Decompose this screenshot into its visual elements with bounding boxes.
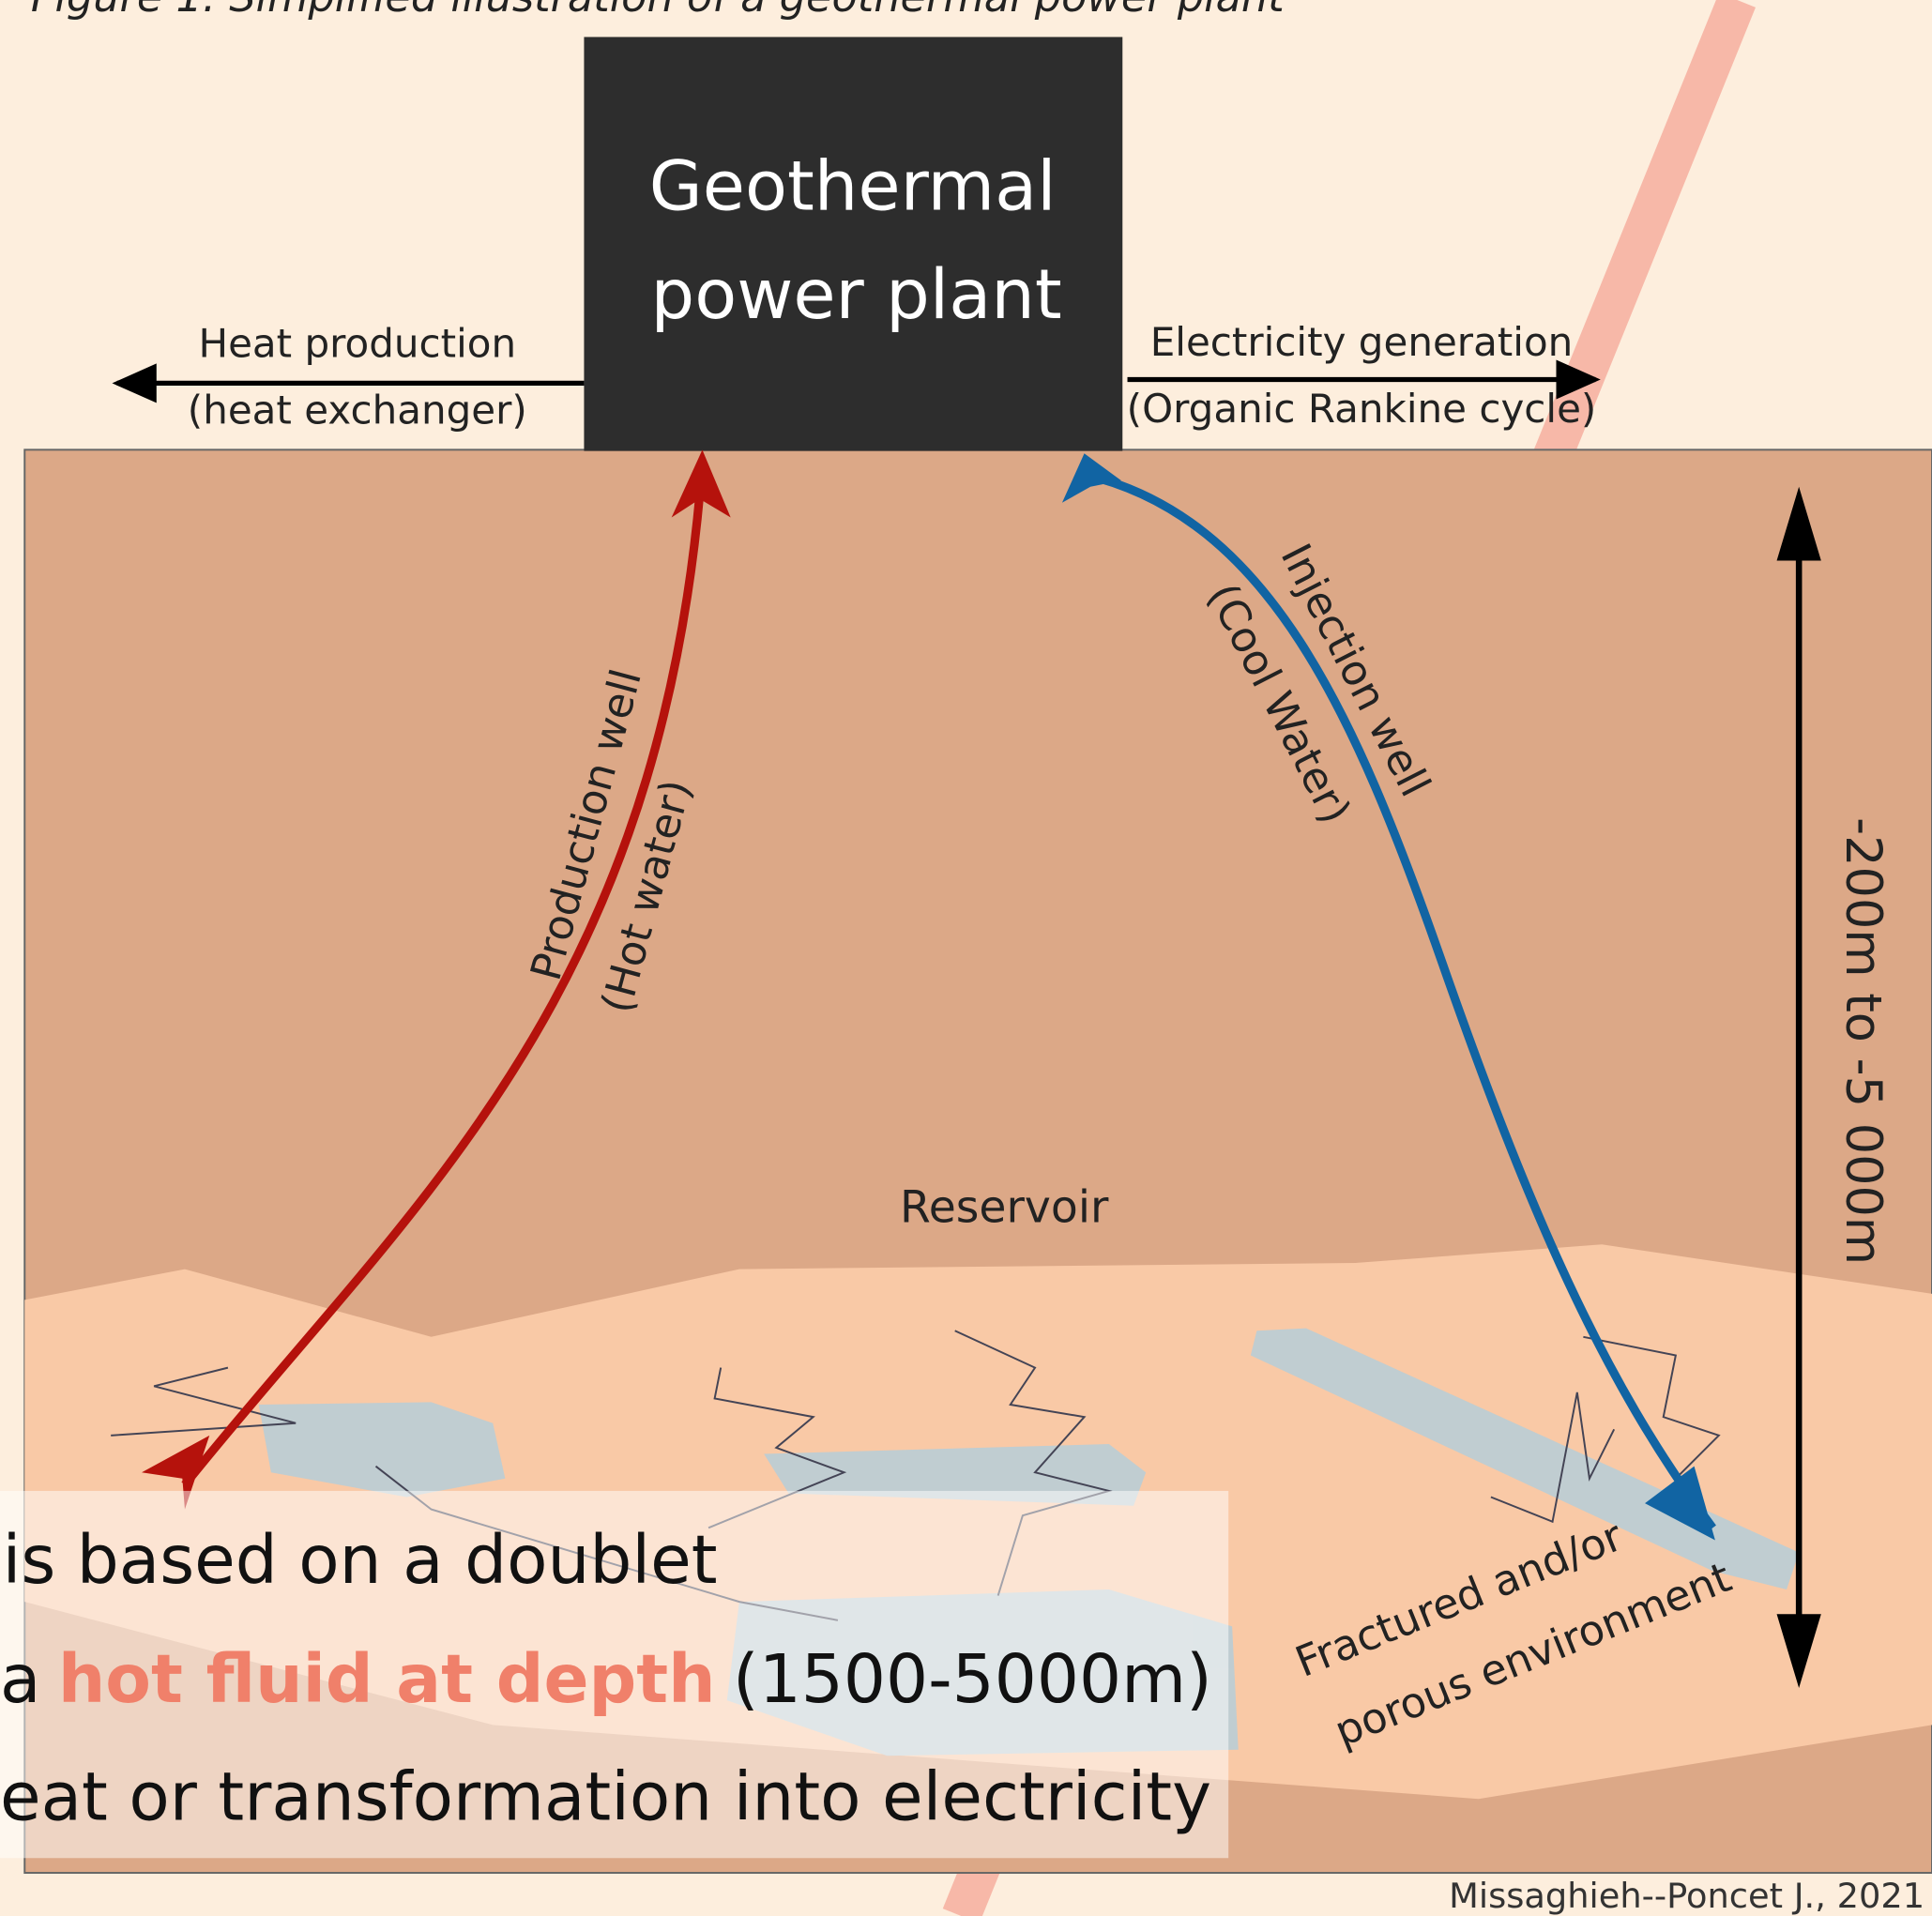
depth-label: -200m to -5 000m — [1834, 817, 1892, 1265]
overlay-text: a — [0, 1639, 40, 1717]
plant-box — [584, 37, 1122, 450]
electricity-label: Electricity generation — [1150, 319, 1574, 365]
heat-label: (heat exchanger) — [188, 387, 527, 433]
caption: Figure 1. Simplified illustration of a g… — [31, 0, 1285, 22]
plant-label: Geothermal — [649, 147, 1057, 227]
page: {"figure":{"caption":"Figure 1. Simplifi… — [0, 0, 1932, 1916]
plant-label: power plant — [651, 255, 1062, 335]
diagram: Figure 1. Simplified illustration of a g… — [0, 0, 1932, 1916]
overlay-line: eat or transformation into electricity — [0, 1757, 1211, 1835]
electricity-label: (Organic Rankine cycle) — [1127, 386, 1597, 432]
reservoir-label: Reservoir — [900, 1182, 1109, 1234]
credit: Missaghieh--Poncet J., 2021 — [1449, 1876, 1924, 1916]
overlay-line: is based on a doublet — [3, 1521, 718, 1599]
overlay-highlight: hot fluid at depth — [58, 1639, 716, 1717]
overlay-text: (1500-5000m) — [733, 1639, 1212, 1717]
heat-label: Heat production — [198, 321, 516, 367]
